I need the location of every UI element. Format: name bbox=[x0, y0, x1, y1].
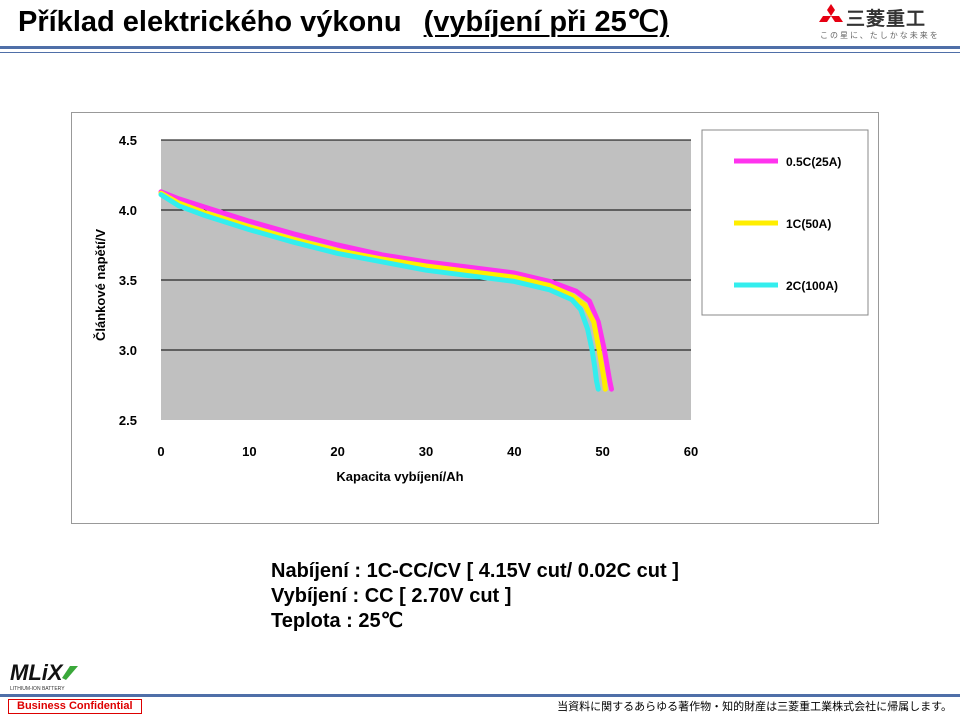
y-tick-label: 3.5 bbox=[119, 273, 137, 288]
chart-container: 4.5 4.0 3.5 3.0 2.5 0 10 20 30 40 50 60 Článkové n… bbox=[71, 112, 879, 524]
x-tick-label: 20 bbox=[330, 444, 344, 459]
legend-label: 2C(100A) bbox=[786, 279, 838, 293]
x-tick-label: 0 bbox=[157, 444, 164, 459]
slide-title: Příklad elektrického výkonu (vybíjení při… bbox=[18, 4, 669, 39]
discharge-chart: 4.5 4.0 3.5 3.0 2.5 0 10 20 30 40 50 60 Článkové n… bbox=[93, 129, 869, 484]
legend-label: 0.5C(25A) bbox=[786, 155, 841, 169]
charge-condition: Nabíjení : 1C-CC/CV [ 4.15V cut/ 0.02C c… bbox=[271, 560, 679, 582]
three-diamonds-icon bbox=[819, 4, 843, 22]
logo-brand-text: 三菱重工 bbox=[846, 9, 927, 30]
header-rule bbox=[0, 46, 960, 49]
y-tick-label: 2.5 bbox=[119, 413, 137, 428]
temperature-condition: Teplota : 25℃ bbox=[271, 610, 404, 632]
x-tick-label: 60 bbox=[684, 444, 698, 459]
x-tick-label: 40 bbox=[507, 444, 521, 459]
x-tick-label: 50 bbox=[595, 444, 609, 459]
title-main: Příklad elektrického výkonu bbox=[18, 6, 402, 38]
mlix-logo-text: MLiX bbox=[10, 660, 64, 685]
x-tick-label: 30 bbox=[419, 444, 433, 459]
x-tick-label: 10 bbox=[242, 444, 256, 459]
series-line bbox=[158, 192, 601, 392]
confidential-badge: Business Confidential bbox=[8, 699, 142, 714]
mlix-logo: MLiX LITHIUM-ION BATTERY bbox=[10, 660, 78, 692]
legend-label: 1C(50A) bbox=[786, 217, 831, 231]
series-line bbox=[158, 189, 614, 392]
title-suffix: (vybíjení při 25℃) bbox=[423, 6, 669, 38]
mlix-swoosh-icon bbox=[62, 666, 78, 680]
conditions-note: Nabíjení : 1C-CC/CV [ 4.15V cut/ 0.02C c… bbox=[271, 559, 679, 634]
y-tick-label: 3.0 bbox=[119, 343, 137, 358]
legend-box bbox=[701, 129, 869, 316]
discharge-condition: Vybíjení : CC [ 2.70V cut ] bbox=[271, 585, 512, 607]
y-axis-label: Článkové napětí/V bbox=[93, 229, 108, 341]
mhi-logo: 三菱重工 この星に、たしかな未来を bbox=[818, 4, 948, 44]
mlix-logo-subtext: LITHIUM-ION BATTERY bbox=[10, 686, 65, 692]
copyright-notice: 当資料に関するあらゆる著作物・知的財産は三菱重工業株式会社に帰属します。 bbox=[557, 701, 952, 713]
y-tick-label: 4.0 bbox=[119, 203, 137, 218]
footer-rule bbox=[0, 694, 960, 697]
series-line bbox=[158, 190, 608, 392]
y-tick-label: 4.5 bbox=[119, 133, 137, 148]
header-rule-thin bbox=[0, 52, 960, 53]
x-axis-label: Kapacita vybíjení/Ah bbox=[336, 469, 463, 484]
logo-slogan: この星に、たしかな未来を bbox=[820, 31, 940, 40]
